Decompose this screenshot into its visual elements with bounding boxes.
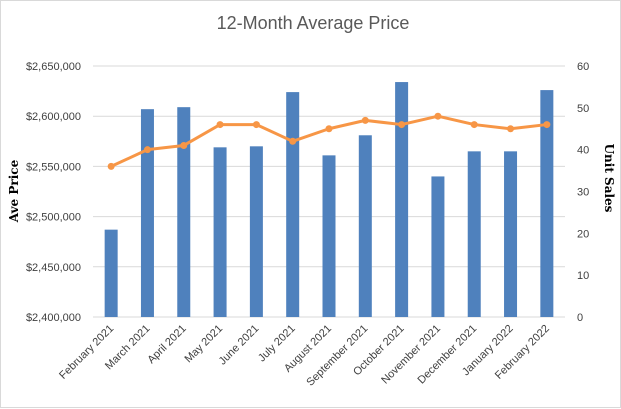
price-bar [540,90,554,317]
y-tick-label: $2,650,000 [26,61,81,73]
y-tick-label: $2,500,000 [26,212,81,224]
unit-sales-point [325,125,333,133]
unit-sales-point [107,162,115,170]
unit-sales-point [470,121,478,129]
unit-sales-point [434,112,442,120]
x-tick-label: February 2021 [57,323,116,382]
y2-tick-label: 20 [577,228,589,240]
y2-tick-label: 40 [577,145,589,157]
price-bar [249,146,263,317]
price-bar [177,107,191,317]
unit-sales-point [507,125,515,133]
y2-tick-label: 10 [577,270,589,282]
y2-tick-label: 0 [577,312,583,324]
unit-sales-point [143,146,151,154]
right-axis-ticks: 0 10 20 30 40 50 60 [577,61,589,324]
unit-sales-point [361,116,369,124]
unit-sales-line [107,112,551,170]
price-bar [322,155,336,317]
unit-sales-point [543,121,551,129]
price-bar [104,229,118,317]
unit-sales-point [289,137,297,145]
y-tick-label: $2,550,000 [26,161,81,173]
price-bar [467,151,481,317]
price-bar [504,151,518,317]
x-tick-label: September 2021 [304,323,370,389]
price-bar [140,109,154,317]
unit-sales-point [216,121,224,129]
y2-tick-label: 30 [577,187,589,199]
y-tick-label: $2,400,000 [26,312,81,324]
x-tick-label: April 2021 [145,323,189,367]
price-bar [286,92,300,317]
y-tick-label: $2,450,000 [26,262,81,274]
chart-title: 12-Month Average Price [217,13,410,33]
price-bar [431,176,445,317]
unit-sales-point [180,141,188,149]
unit-sales-point [252,121,260,129]
y-axis-title: Ave Price [7,159,21,223]
price-bar [395,82,409,318]
price-bar [358,135,372,317]
y2-tick-label: 60 [577,61,589,73]
left-axis-ticks: $2,400,000 $2,450,000 $2,500,000 $2,550,000… [26,61,81,324]
y2-tick-label: 50 [577,103,589,115]
price-bar [213,147,227,317]
y2-axis-title: Unit Sales [602,144,616,213]
y-tick-label: $2,600,000 [26,111,81,123]
price-bars [104,82,554,318]
unit-sales-point [398,121,406,129]
